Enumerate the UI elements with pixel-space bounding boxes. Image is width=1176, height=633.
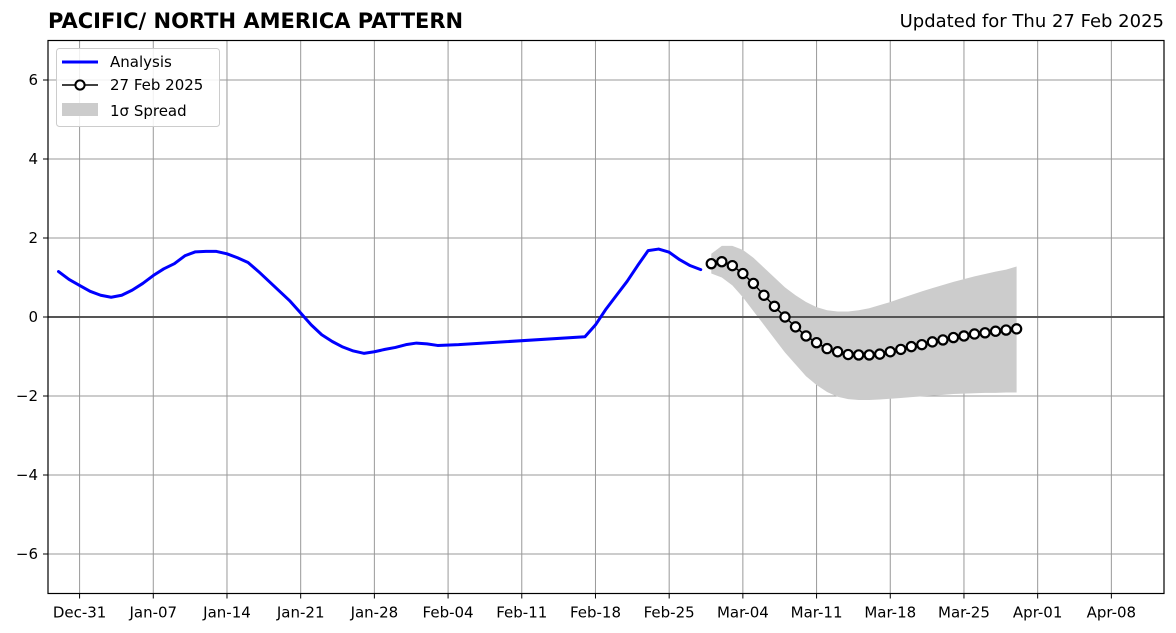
y-tick-label: −6 bbox=[16, 545, 38, 563]
x-tick-label: Apr-01 bbox=[1013, 604, 1063, 622]
forecast-point bbox=[842, 348, 854, 361]
forecast-point bbox=[1010, 323, 1023, 335]
x-tick-label: Apr-08 bbox=[1087, 604, 1137, 622]
forecast-point bbox=[852, 349, 865, 361]
forecast-point bbox=[747, 277, 760, 290]
forecast-point bbox=[968, 328, 981, 340]
x-tick-label: Feb-04 bbox=[423, 604, 474, 622]
forecast-point bbox=[758, 289, 770, 301]
x-tick-label: Jan-28 bbox=[350, 604, 399, 622]
forecast-point bbox=[831, 346, 844, 358]
forecast-point bbox=[863, 349, 875, 361]
legend-analysis-label: Analysis bbox=[110, 53, 172, 71]
x-tick-label: Mar-18 bbox=[864, 604, 916, 622]
x-tick-label: Mar-04 bbox=[717, 604, 769, 622]
legend-spread-swatch bbox=[62, 103, 98, 116]
forecast-point bbox=[1000, 324, 1012, 336]
legend: Analysis 27 Feb 2025 1σ Spread bbox=[56, 48, 220, 127]
spread-band bbox=[711, 245, 1017, 400]
plot-frame bbox=[47, 39, 1165, 595]
axis-ticks: Dec-31 Jan-07 Jan-14 Jan-21 Jan-28 Feb-04 Feb-… bbox=[16, 71, 1136, 622]
x-tick-label: Mar-11 bbox=[791, 604, 843, 622]
forecast-point bbox=[705, 257, 717, 270]
chart-title: PACIFIC/ NORTH AMERICA PATTERN bbox=[48, 9, 464, 33]
forecast-point bbox=[768, 300, 781, 313]
x-tick-label: Feb-18 bbox=[570, 604, 621, 622]
x-tick-label: Mar-25 bbox=[938, 604, 990, 622]
forecast-point bbox=[779, 311, 791, 323]
spread-band-area bbox=[711, 245, 1017, 400]
y-tick-label: 6 bbox=[28, 71, 38, 89]
forecast-point bbox=[716, 256, 728, 268]
forecast-point bbox=[989, 325, 1002, 337]
x-tick-label: Jan-21 bbox=[276, 604, 325, 622]
forecast-point bbox=[937, 334, 949, 346]
forecast-point bbox=[916, 338, 928, 351]
forecast-point bbox=[958, 330, 970, 342]
legend-forecast-label: 27 Feb 2025 bbox=[110, 76, 203, 94]
forecast-point bbox=[737, 267, 749, 280]
y-tick-label: 0 bbox=[28, 308, 38, 326]
forecast-point bbox=[926, 336, 939, 348]
y-tick-label: 4 bbox=[28, 150, 38, 168]
forecast-point bbox=[810, 336, 823, 349]
x-tick-label: Feb-25 bbox=[644, 604, 695, 622]
forecast-point bbox=[947, 331, 960, 344]
x-tick-label: Feb-11 bbox=[496, 604, 547, 622]
forecast-point bbox=[979, 327, 991, 339]
forecast-point bbox=[821, 342, 833, 355]
forecast-point bbox=[884, 346, 896, 358]
forecast-point bbox=[874, 348, 886, 360]
legend-spread-label: 1σ Spread bbox=[110, 102, 187, 120]
analysis-line bbox=[57, 247, 703, 355]
series-lines bbox=[57, 247, 1023, 361]
forecast-point bbox=[726, 259, 739, 272]
forecast-point bbox=[789, 321, 802, 333]
x-tick-label: Jan-07 bbox=[128, 604, 177, 622]
y-tick-label: −2 bbox=[16, 387, 38, 405]
x-tick-label: Jan-14 bbox=[202, 604, 251, 622]
forecast-point bbox=[905, 340, 918, 353]
y-tick-label: 2 bbox=[28, 229, 38, 247]
forecast-point bbox=[800, 330, 812, 342]
forecast-point bbox=[895, 343, 907, 356]
legend-forecast-marker bbox=[74, 79, 86, 91]
chart-subtitle: Updated for Thu 27 Feb 2025 bbox=[899, 11, 1164, 32]
y-tick-label: −4 bbox=[16, 466, 38, 484]
x-tick-label: Dec-31 bbox=[53, 604, 107, 622]
